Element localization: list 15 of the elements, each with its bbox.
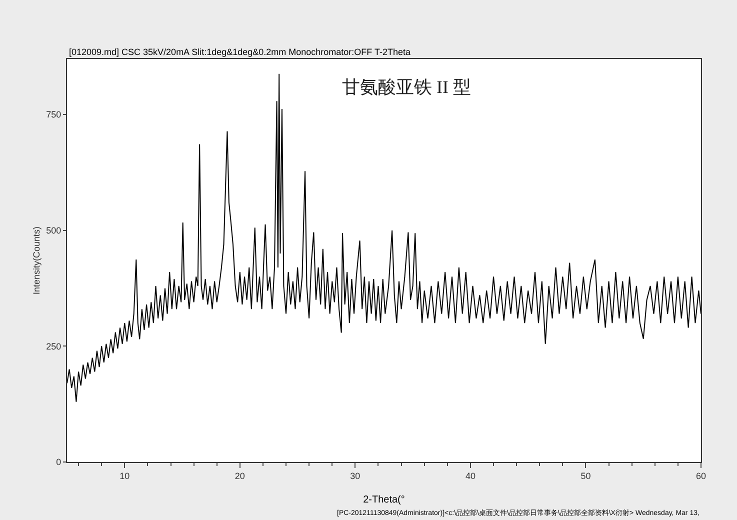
- x-tick-label: 60: [696, 470, 706, 481]
- line-series: [67, 73, 701, 402]
- chart-subtitle: [012009.md] CSC 35kV/20mA Slit:1deg&1deg&0.2mm Monochromator:OFF T-2Theta: [69, 47, 411, 57]
- y-tick-label: 0: [56, 457, 62, 468]
- y-tick-label: 500: [46, 226, 62, 236]
- x-tick-label: 40: [465, 470, 476, 481]
- y-tick-label: 250: [46, 341, 62, 352]
- y-axis-title: Intensity(Counts): [32, 226, 42, 295]
- x-tick-label: 20: [234, 470, 245, 481]
- x-tick-label: 10: [120, 470, 130, 481]
- y-tick-label: 750: [46, 110, 62, 120]
- x-tick-label: 30: [350, 470, 360, 481]
- text: 甘氨酸亚铁 II 型: [342, 77, 471, 97]
- x-axis-title: 2-Theta(°: [363, 494, 405, 506]
- x-tick-label: 50: [580, 470, 591, 481]
